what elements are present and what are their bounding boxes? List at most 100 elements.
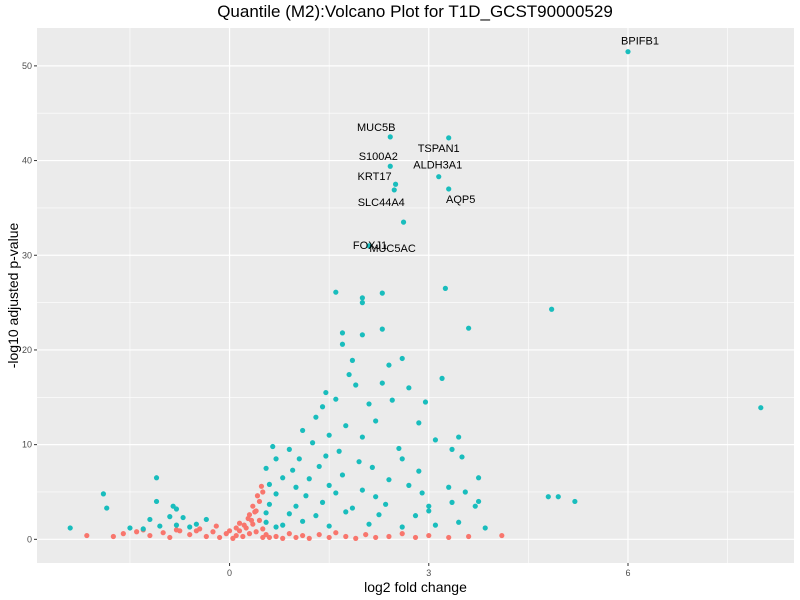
nonsignificant-point: [258, 483, 265, 489]
significant-point: [356, 459, 362, 465]
nonsignificant-point: [173, 527, 180, 533]
significant-point: [386, 362, 392, 368]
significant-point: [203, 516, 209, 523]
significant-point: [459, 454, 465, 460]
nonsignificant-point: [260, 489, 266, 495]
significant-point: [270, 443, 276, 450]
nonsignificant-point: [248, 517, 255, 523]
significant-point: [359, 295, 365, 301]
nonsignificant-point: [363, 531, 369, 538]
nonsignificant-point: [134, 529, 140, 535]
x-axis-title: log2 fold change: [364, 579, 467, 595]
significant-point: [391, 187, 397, 193]
significant-point: [369, 464, 375, 470]
significant-point: [482, 525, 488, 531]
significant-point: [326, 432, 332, 438]
y-tick-label: 30: [22, 250, 32, 260]
significant-point: [100, 491, 107, 497]
significant-point: [349, 505, 356, 511]
significant-point: [472, 503, 478, 509]
nonsignificant-point: [241, 522, 247, 528]
significant-point: [379, 326, 385, 332]
significant-point: [432, 522, 439, 528]
significant-point: [309, 440, 316, 446]
nonsignificant-point: [226, 528, 233, 534]
nonsignificant-point: [233, 532, 239, 539]
significant-point: [422, 399, 429, 405]
significant-point: [392, 181, 399, 187]
significant-point: [266, 501, 273, 507]
significant-point: [475, 475, 482, 481]
significant-point: [173, 522, 180, 528]
nonsignificant-point: [353, 535, 359, 541]
significant-point: [140, 526, 146, 532]
y-axis-title: -log10 adjusted p-value: [5, 223, 21, 369]
significant-point: [462, 489, 468, 495]
significant-point: [383, 501, 389, 507]
significant-point: [353, 382, 359, 388]
significant-point: [280, 475, 286, 481]
significant-point: [376, 512, 382, 518]
significant-point: [399, 355, 405, 362]
data-points: [67, 49, 764, 541]
significant-point: [446, 135, 452, 141]
significant-point: [333, 289, 339, 295]
nonsignificant-point: [280, 535, 286, 541]
nonsignificant-point: [253, 529, 259, 535]
significant-point: [572, 498, 578, 505]
nonsignificant-point: [399, 531, 405, 537]
gene-label: AQP5: [446, 194, 475, 206]
significant-point: [416, 420, 422, 426]
significant-point: [333, 396, 339, 402]
nonsignificant-point: [120, 531, 126, 537]
nonsignificant-point: [254, 493, 261, 499]
gene-label: BPIFB1: [621, 36, 659, 48]
significant-point: [555, 494, 561, 500]
significant-point: [387, 163, 393, 169]
significant-point: [346, 371, 352, 378]
nonsignificant-point: [260, 526, 266, 532]
significant-point: [456, 434, 462, 440]
significant-point: [147, 516, 153, 523]
significant-point: [359, 434, 365, 440]
significant-point: [313, 513, 319, 519]
significant-point: [426, 508, 432, 514]
gene-label: FOXJ1: [353, 240, 387, 252]
nonsignificant-point: [240, 533, 246, 540]
y-tick-label: 50: [22, 61, 32, 71]
nonsignificant-point: [286, 531, 292, 537]
nonsignificant-point: [84, 532, 90, 539]
significant-point: [323, 389, 329, 396]
significant-point: [416, 468, 422, 474]
significant-point: [625, 49, 631, 55]
significant-point: [323, 453, 329, 459]
significant-point: [300, 427, 306, 434]
nonsignificant-point: [233, 525, 239, 531]
nonsignificant-point: [217, 534, 223, 541]
nonsignificant-point: [499, 532, 505, 539]
significant-point: [273, 456, 279, 462]
nonsignificant-point: [316, 531, 322, 538]
nonsignificant-point: [246, 531, 253, 537]
significant-point: [326, 482, 332, 488]
significant-point: [400, 219, 407, 225]
nonsignificant-point: [187, 531, 193, 538]
significant-point: [286, 511, 292, 517]
significant-point: [153, 498, 160, 505]
significant-point: [296, 456, 302, 462]
significant-point: [300, 518, 306, 524]
significant-point: [359, 300, 365, 306]
x-tick-label: 0: [227, 568, 232, 578]
significant-point: [263, 519, 269, 525]
significant-point: [549, 306, 555, 312]
significant-point: [326, 523, 332, 529]
nonsignificant-point: [256, 517, 263, 523]
significant-point: [446, 186, 452, 192]
significant-point: [280, 522, 286, 528]
significant-point: [313, 414, 319, 420]
significant-point: [359, 487, 365, 493]
significant-point: [263, 465, 269, 471]
nonsignificant-point: [203, 533, 209, 540]
significant-point: [366, 401, 372, 407]
significant-point: [290, 467, 296, 473]
